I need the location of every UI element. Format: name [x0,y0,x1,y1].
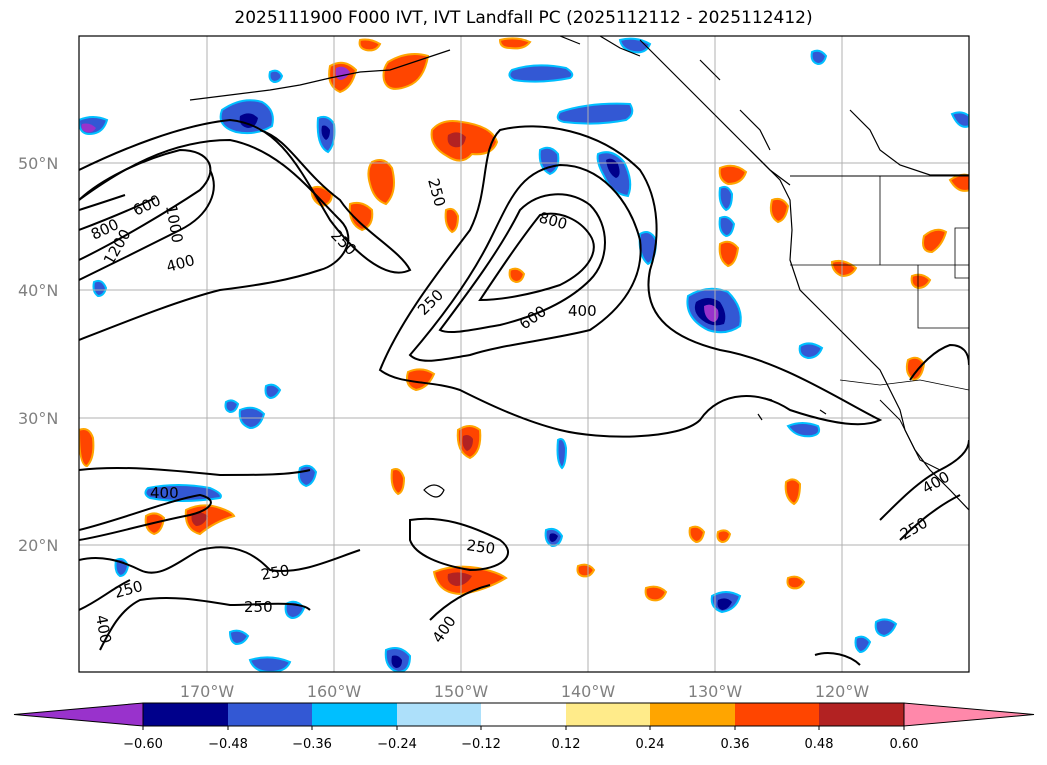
colorbar-segment [228,703,312,726]
contour-label: 400 [92,614,115,645]
contour-label: 250 [244,598,273,616]
colorbar-tick-label: −0.60 [123,737,163,752]
ocean-background [79,36,969,672]
colorbar-segment [819,703,904,726]
ivt-contours [79,118,969,666]
colorbar-extend-low [13,702,144,727]
colorbar-segment [481,703,566,726]
lat-label-40n: 40°N [18,281,58,300]
colorbar-segment [735,703,819,726]
contour-label: 400 [568,302,597,320]
colorbar-ticks [142,726,905,730]
lon-label-120w: 120°W [815,682,870,701]
colorbar-segment [312,703,397,726]
lat-label-50n: 50°N [18,154,58,173]
longitude-labels: 170°W 160°W 150°W 140°W 130°W 120°W [180,682,870,701]
map-frame [78,35,970,673]
contour-label: 400 [150,484,179,502]
negative-anomalies [79,37,969,672]
map-plot-area: 250 250 250 250 250 250 250 250 400 400 … [78,35,970,673]
colorbar-tick-label: −0.48 [208,737,248,752]
contour-label: 250 [260,561,291,584]
lat-label-30n: 30°N [18,409,58,428]
colorbar-tick-label: −0.12 [461,737,501,752]
colorbar-tick-label: 0.48 [805,737,834,752]
map-title: 2025111900 F000 IVT, IVT Landfall PC (20… [234,8,813,28]
colorbar-tick-label: −0.24 [377,737,417,752]
colorbar-tick-label: 0.60 [890,737,919,752]
colorbar-segment [143,703,228,726]
latitude-labels: 50°N 40°N 30°N 20°N [18,154,58,555]
lon-label-140w: 140°W [561,682,616,701]
colorbar-segment [566,703,650,726]
colorbar-segment [650,703,735,726]
lat-label-20n: 20°N [18,536,58,555]
colorbar-frame [142,702,905,727]
colorbar-tick-label: 0.36 [721,737,750,752]
lon-label-150w: 150°W [434,682,489,701]
lon-label-170w: 170°W [180,682,235,701]
colorbar-extend-high [903,702,1035,727]
colorbar: −0.60 −0.48 −0.36 −0.24 −0.12 0.12 0.24 … [13,702,1035,752]
colorbar-tick-label: 0.24 [636,737,665,752]
colorbar-tick-label: 0.12 [552,737,581,752]
lon-label-130w: 130°W [688,682,743,701]
colorbar-segment [397,703,481,726]
colorbar-tick-label: −0.36 [292,737,332,752]
contour-label: 250 [465,536,496,558]
lon-label-160w: 160°W [307,682,362,701]
